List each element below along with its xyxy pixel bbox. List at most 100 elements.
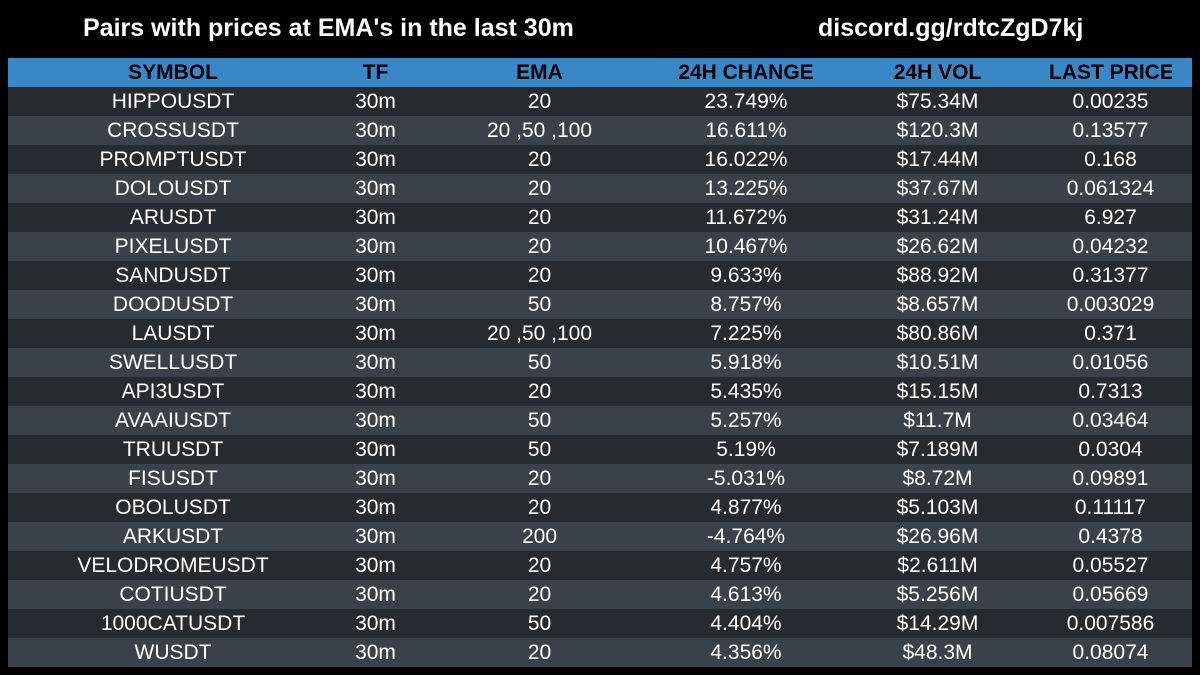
cell-change: 4.613% (710, 583, 782, 606)
cell-vol: $8.72M (902, 467, 973, 490)
cell-tf: 30m (355, 264, 396, 287)
cell-symbol: 1000CATUSDT (100, 612, 246, 635)
discord-link[interactable]: discord.gg/rdtcZgD7kj (818, 14, 1084, 42)
cell-ema: 50 (527, 612, 552, 635)
table-row: VELODROMEUSDT 30m 20 4.757% $2.611M 0.05527 (8, 551, 1192, 580)
cell-price: 0.371 (1084, 322, 1137, 345)
cell-change: 9.633% (710, 264, 782, 287)
cell-ema: 20 (527, 206, 552, 229)
cell-tf: 30m (355, 496, 396, 519)
cell-ema: 20 (527, 380, 552, 403)
cell-symbol: PIXELUSDT (114, 235, 232, 258)
cell-vol: $5.103M (896, 496, 979, 519)
cell-ema: 20 (527, 264, 552, 287)
cell-vol: $11.7M (903, 409, 972, 432)
cell-symbol: SWELLUSDT (108, 351, 238, 374)
cell-symbol: API3USDT (121, 380, 225, 403)
cell-ema: 20 ,50 ,100 (486, 119, 593, 142)
column-header-last-price: LAST PRICE (1049, 61, 1172, 84)
cell-price: 6.927 (1084, 206, 1137, 229)
table-header-row: SYMBOL TF EMA 24H CHANGE 24H VOL LAST PR… (8, 58, 1192, 87)
cell-vol: $7.189M (896, 438, 979, 461)
cell-tf: 30m (355, 525, 396, 548)
cell-price: 0.003029 (1066, 293, 1155, 316)
cell-change: 5.257% (710, 409, 782, 432)
cell-price: 0.11117 (1074, 496, 1147, 519)
cell-symbol: HIPPOUSDT (111, 90, 235, 113)
cell-vol: $88.92M (896, 264, 979, 287)
cell-vol: $80.86M (896, 322, 979, 345)
cell-symbol: PROMPTUSDT (99, 148, 247, 171)
column-header-24h-vol: 24H VOL (893, 61, 982, 84)
cell-ema: 20 (527, 554, 552, 577)
cell-change: 5.435% (710, 380, 782, 403)
cell-change: 11.672% (705, 206, 787, 229)
cell-symbol: COTIUSDT (119, 583, 227, 606)
cell-symbol: ARUSDT (129, 206, 217, 229)
cell-tf: 30m (355, 235, 396, 258)
cell-change: 13.225% (704, 177, 788, 200)
cell-symbol: FISUSDT (128, 467, 218, 490)
page-title: Pairs with prices at EMA's in the last 3… (83, 14, 574, 42)
table-body: HIPPOUSDT 30m 20 23.749% $75.34M 0.00235 CROSS… (8, 87, 1192, 667)
cell-price: 0.05669 (1072, 583, 1149, 606)
cell-change: 7.225% (710, 322, 782, 345)
cell-change: 4.404% (710, 612, 782, 635)
table-row: DOLOUSDT 30m 20 13.225% $37.67M 0.061324 (8, 174, 1192, 203)
cell-price: 0.04232 (1072, 235, 1149, 258)
cell-ema: 200 (521, 525, 558, 548)
cell-ema: 20 (527, 496, 552, 519)
cell-vol: $26.96M (896, 525, 979, 548)
table-row: 1000CATUSDT 30m 50 4.404% $14.29M 0.007586 (8, 609, 1192, 638)
ema-pairs-table: SYMBOL TF EMA 24H CHANGE 24H VOL LAST PR… (8, 58, 1192, 667)
cell-tf: 30m (355, 612, 396, 635)
cell-vol: $26.62M (896, 235, 979, 258)
cell-ema: 20 (527, 148, 552, 171)
table-row: ARUSDT 30m 20 11.672% $31.24M 6.927 (8, 203, 1192, 232)
cell-vol: $31.24M (896, 206, 979, 229)
cell-ema: 20 (527, 235, 552, 258)
cell-symbol: TRUUSDT (122, 438, 224, 461)
cell-vol: $2.611M (897, 554, 978, 577)
cell-price: 0.007586 (1066, 612, 1155, 635)
cell-vol: $17.44M (896, 148, 979, 171)
cell-change: 4.356% (710, 641, 782, 664)
cell-symbol: OBOLUSDT (115, 496, 231, 519)
cell-change: 23.749% (704, 90, 788, 113)
cell-symbol: SANDUSDT (115, 264, 231, 287)
table-row: HIPPOUSDT 30m 20 23.749% $75.34M 0.00235 (8, 87, 1192, 116)
cell-ema: 20 (527, 641, 552, 664)
table-row: FISUSDT 30m 20 -5.031% $8.72M 0.09891 (8, 464, 1192, 493)
cell-vol: $120.3M (896, 119, 979, 142)
cell-price: 0.05527 (1072, 554, 1149, 577)
cell-tf: 30m (355, 293, 396, 316)
cell-price: 0.08074 (1072, 641, 1149, 664)
table-row: PIXELUSDT 30m 20 10.467% $26.62M 0.04232 (8, 232, 1192, 261)
cell-tf: 30m (355, 438, 396, 461)
cell-price: 0.01056 (1072, 351, 1149, 374)
cell-ema: 20 (527, 583, 552, 606)
table-row: WUSDT 30m 20 4.356% $48.3M 0.08074 (8, 638, 1192, 667)
cell-price: 0.061324 (1066, 177, 1155, 200)
table-row: API3USDT 30m 20 5.435% $15.15M 0.7313 (8, 377, 1192, 406)
cell-change: -5.031% (706, 467, 786, 490)
cell-tf: 30m (355, 119, 396, 142)
cell-ema: 20 (527, 467, 552, 490)
cell-tf: 30m (355, 409, 396, 432)
cell-symbol: DOLOUSDT (114, 177, 232, 200)
cell-price: 0.168 (1084, 148, 1137, 171)
cell-price: 0.31377 (1072, 264, 1149, 287)
cell-ema: 50 (527, 409, 552, 432)
column-header-24h-change: 24H CHANGE (678, 61, 814, 84)
table-row: SANDUSDT 30m 20 9.633% $88.92M 0.31377 (8, 261, 1192, 290)
cell-tf: 30m (355, 90, 396, 113)
table-row: CROSSUSDT 30m 20 ,50 ,100 16.611% $120.3M 0.1… (8, 116, 1192, 145)
column-header-tf: TF (362, 61, 389, 84)
cell-ema: 20 ,50 ,100 (486, 322, 593, 345)
cell-symbol: ARKUSDT (122, 525, 224, 548)
cell-price: 0.4378 (1078, 525, 1143, 548)
cell-vol: $48.3M (902, 641, 973, 664)
cell-tf: 30m (355, 467, 396, 490)
cell-symbol: CROSSUSDT (107, 119, 239, 142)
cell-price: 0.7313 (1078, 380, 1143, 403)
